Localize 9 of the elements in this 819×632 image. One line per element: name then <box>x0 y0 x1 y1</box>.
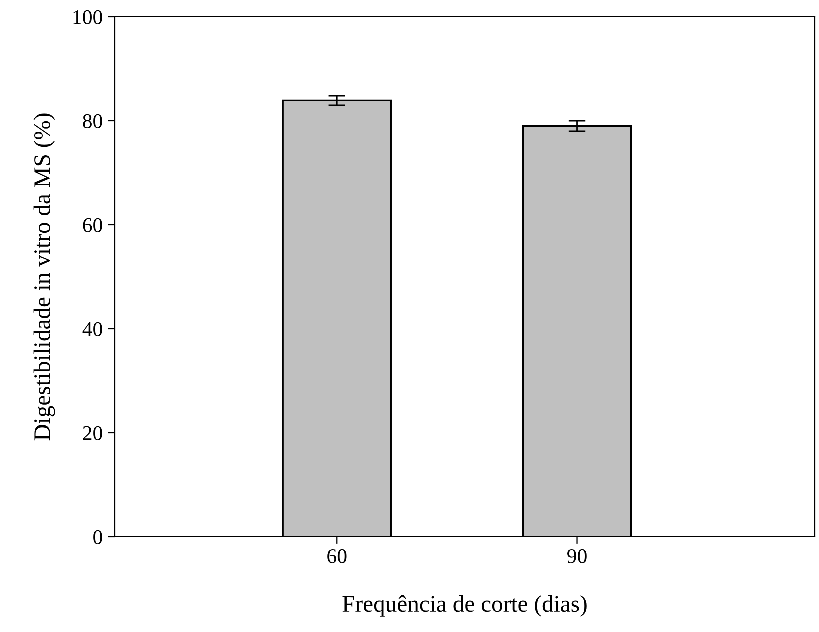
y-tick-label: 20 <box>83 426 102 440</box>
y-axis-title: Digestibilidade in vitro da MS (%) <box>34 114 56 441</box>
y-tick-label: 40 <box>82 322 102 336</box>
x-tick-label: 90 <box>568 549 587 564</box>
x-axis-title: Frequência de corte (dias) <box>342 595 587 617</box>
y-tick-label: 0 <box>94 530 102 544</box>
y-tick-label: 100 <box>74 10 102 24</box>
y-tick-label: 60 <box>83 218 102 232</box>
y-tick-label: 80 <box>83 114 102 128</box>
